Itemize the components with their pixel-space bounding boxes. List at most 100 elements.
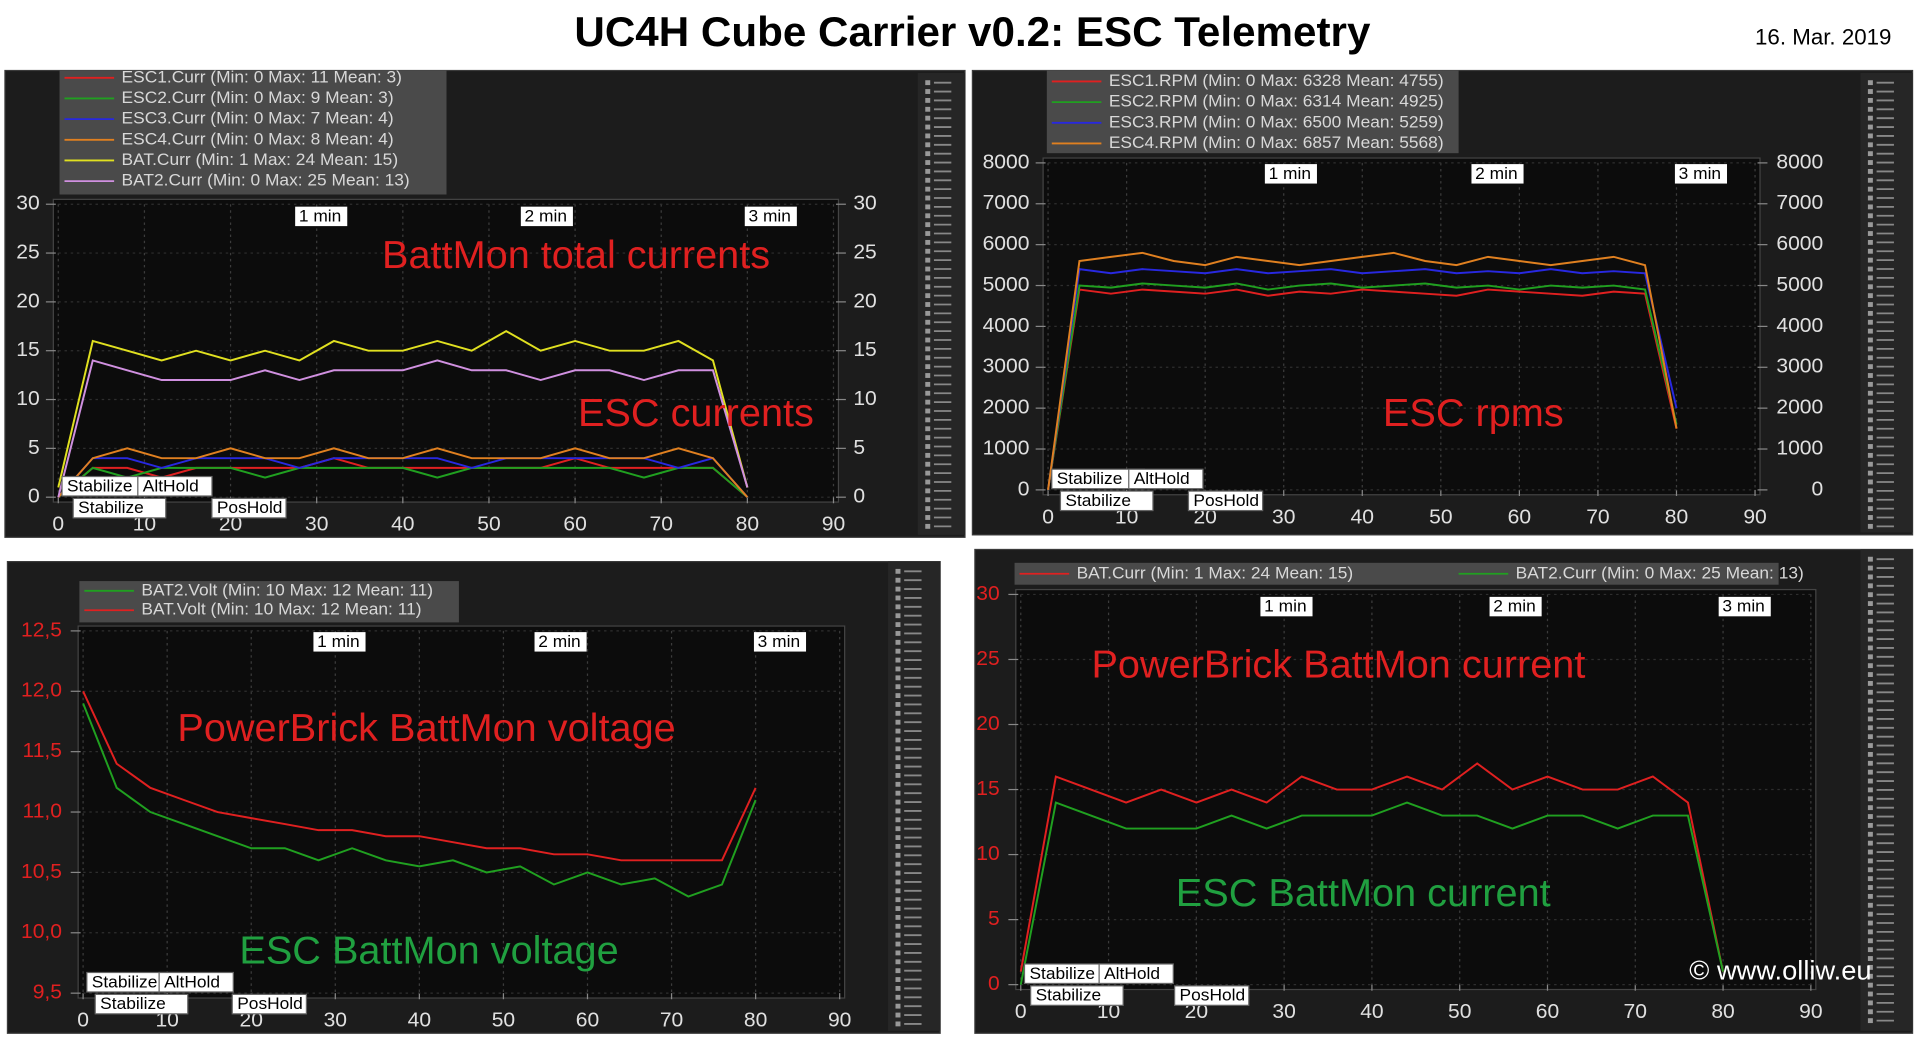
tree-item bbox=[895, 1012, 901, 1018]
time-marker-label: 3 min bbox=[758, 631, 800, 651]
legend-box bbox=[1046, 70, 1459, 154]
x-tick-label: 30 bbox=[305, 513, 328, 536]
tree-item bbox=[895, 604, 901, 610]
series-line bbox=[82, 703, 757, 898]
mode-flag-label: AltHold bbox=[164, 971, 220, 991]
tree-item bbox=[1867, 177, 1873, 183]
y-tick-label: 1000 bbox=[983, 437, 1030, 460]
tree-item bbox=[895, 631, 901, 636]
tree-item bbox=[1867, 168, 1873, 174]
tree-item bbox=[1867, 849, 1873, 855]
tree-item bbox=[895, 799, 901, 805]
legend-box bbox=[1014, 562, 1779, 585]
tree-item bbox=[1867, 523, 1873, 529]
tree-item bbox=[1867, 556, 1873, 562]
x-tick-label: 40 bbox=[1360, 1000, 1383, 1023]
x-tick-label: 20 bbox=[219, 513, 242, 536]
y-tick-label: 0 bbox=[28, 485, 40, 508]
mode-flag-label: Stabilize bbox=[1036, 985, 1102, 1005]
x-tick-label: 90 bbox=[1743, 505, 1766, 528]
tree-item bbox=[895, 1021, 901, 1027]
time-marker-label: 1 min bbox=[1269, 163, 1311, 183]
y-tick-label: 20 bbox=[16, 290, 39, 313]
tree-item bbox=[1867, 796, 1873, 802]
legend-label: BAT.Volt (Min: 10 Max: 12 Mean: 11) bbox=[141, 599, 421, 619]
x-tick-label: 50 bbox=[492, 1009, 515, 1032]
annotation: ESC rpms bbox=[1383, 391, 1564, 435]
tree-item bbox=[925, 213, 931, 219]
tree-item bbox=[1867, 583, 1873, 589]
time-marker-label: 1 min bbox=[317, 631, 359, 651]
y2-tick-label: 3000 bbox=[1776, 355, 1823, 378]
series-line bbox=[1019, 801, 1725, 985]
tree-item bbox=[1867, 778, 1873, 784]
legend-label: BAT2.Volt (Min: 10 Max: 12 Mean: 11) bbox=[141, 579, 433, 599]
tree-item bbox=[925, 355, 931, 361]
tree-item bbox=[1867, 461, 1873, 467]
tree-item bbox=[1867, 609, 1873, 615]
tree-item bbox=[1867, 213, 1873, 219]
mode-flag-label: Stabilize bbox=[1057, 468, 1123, 488]
tree-item bbox=[1867, 124, 1873, 130]
tree-item bbox=[895, 693, 901, 699]
tree-item bbox=[1867, 805, 1873, 811]
tree-item bbox=[1867, 284, 1873, 290]
x-tick-label: 0 bbox=[1042, 505, 1054, 528]
tree-item bbox=[925, 284, 931, 290]
mode-flag-label: AltHold bbox=[143, 476, 199, 496]
tree-item bbox=[1867, 929, 1873, 935]
series-line bbox=[57, 466, 749, 498]
mode-flag bbox=[231, 993, 308, 1015]
tree-item bbox=[895, 968, 901, 974]
tree-item bbox=[1867, 938, 1873, 944]
tree-item bbox=[925, 435, 931, 441]
tree-item bbox=[925, 515, 931, 520]
tree-item bbox=[925, 461, 931, 467]
series-line bbox=[1019, 762, 1725, 972]
tree-item bbox=[1867, 444, 1873, 449]
tree-item bbox=[895, 613, 901, 619]
tree-item bbox=[1867, 319, 1873, 325]
mode-flag-label: Stabilize bbox=[78, 497, 144, 517]
legend-label: ESC4.Curr (Min: 0 Max: 8 Mean: 4) bbox=[122, 128, 394, 148]
tree-item bbox=[895, 639, 901, 645]
x-tick-label: 20 bbox=[1185, 1000, 1208, 1023]
tree-item bbox=[1867, 89, 1873, 94]
legend-label: ESC1.Curr (Min: 0 Max: 11 Mean: 3) bbox=[122, 66, 402, 86]
y2-tick-label: 25 bbox=[853, 241, 876, 264]
mode-flag bbox=[1187, 490, 1264, 512]
y-tick-label: 20 bbox=[976, 712, 999, 735]
tree-item bbox=[1867, 186, 1873, 192]
x-tick-label: 60 bbox=[576, 1009, 599, 1032]
tree-item bbox=[1867, 902, 1873, 908]
tree-item bbox=[1867, 151, 1873, 157]
tree-item bbox=[925, 337, 931, 343]
tree-item bbox=[925, 106, 931, 112]
tree-item bbox=[895, 790, 901, 796]
tree-item bbox=[925, 177, 931, 183]
annotation: ESC currents bbox=[578, 391, 814, 435]
tree-item bbox=[1867, 80, 1873, 86]
tree-item bbox=[1867, 751, 1873, 757]
tree-item bbox=[1867, 106, 1873, 112]
tree-item bbox=[1867, 204, 1873, 210]
tree-item bbox=[925, 115, 931, 121]
tree-item bbox=[1867, 618, 1873, 624]
mode-flag-label: PosHold bbox=[237, 993, 303, 1013]
tree-item bbox=[1867, 698, 1873, 704]
tree-item bbox=[1867, 574, 1873, 580]
mode-flag-label: Stabilize bbox=[92, 971, 158, 991]
y-tick-label: 12,5 bbox=[21, 619, 62, 642]
tree-item bbox=[925, 346, 931, 352]
time-marker-label: 3 min bbox=[1679, 163, 1721, 183]
mode-flag-label: PosHold bbox=[1193, 490, 1259, 510]
time-marker-label: 2 min bbox=[538, 631, 580, 651]
tree-item bbox=[1867, 707, 1873, 713]
tree-item bbox=[1867, 601, 1873, 606]
tree-item bbox=[895, 932, 901, 938]
x-tick-label: 70 bbox=[660, 1009, 683, 1032]
tree-item bbox=[1867, 381, 1873, 387]
y-tick-label: 30 bbox=[976, 582, 999, 605]
tree-item bbox=[895, 568, 901, 574]
tree-item bbox=[925, 444, 931, 449]
